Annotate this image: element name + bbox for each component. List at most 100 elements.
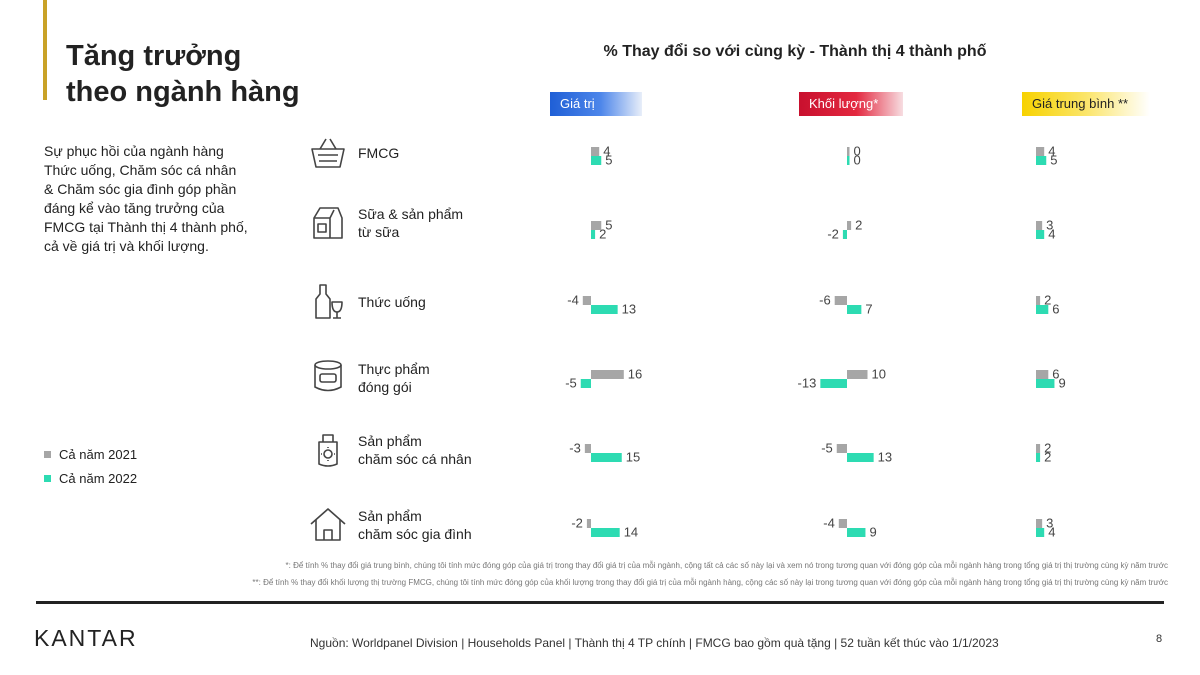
- data-label-panel2-series1-cat2: 6: [1052, 302, 1059, 317]
- bar-panel2-series0-cat0: [1036, 147, 1045, 156]
- data-label-panel2-series1-cat4: 2: [1044, 450, 1051, 465]
- bar-panel0-series1-cat1: [591, 230, 596, 239]
- legend-item-2022: Cả năm 2022: [44, 466, 137, 490]
- can-icon: [314, 360, 342, 392]
- bar-panel2-series0-cat2: [1036, 296, 1041, 305]
- data-label-panel0-series1-cat5: 14: [624, 525, 638, 540]
- category-label-line: Sản phẩm: [358, 508, 422, 524]
- data-label-panel2-series1-cat3: 9: [1058, 376, 1065, 391]
- bar-panel1-series0-cat2: [834, 296, 847, 305]
- data-label-panel2-series0-cat5: 3: [1046, 516, 1053, 531]
- bar-panel1-series0-cat4: [836, 444, 847, 453]
- legend-label-2021: Cả năm 2021: [59, 446, 138, 462]
- basket-icon: [311, 138, 345, 168]
- page-title: Tăng trưởng theo ngành hàng: [66, 38, 300, 110]
- bar-panel2-series0-cat1: [1036, 221, 1043, 230]
- data-label-panel0-series0-cat1: 5: [605, 218, 612, 233]
- bar-panel0-series1-cat5: [591, 528, 620, 537]
- category-label-line: từ sữa: [358, 224, 400, 240]
- data-label-panel0-series0-cat3: 16: [628, 367, 642, 382]
- chart-legend: Cả năm 2021 Cả năm 2022: [44, 442, 137, 490]
- house-icon: [310, 508, 346, 541]
- lotion-tube-icon: [318, 434, 338, 467]
- bar-panel0-series0-cat5: [586, 519, 591, 528]
- category-label-line: FMCG: [358, 145, 400, 161]
- bar-panel0-series0-cat0: [591, 147, 600, 156]
- legend-item-2021: Cả năm 2021: [44, 442, 137, 466]
- footnote-volume: **: Để tính % thay đổi khối lượng thị tr…: [252, 578, 1168, 587]
- data-label-panel0-series0-cat5: -2: [571, 516, 583, 531]
- category-label-line: Thức uống: [358, 294, 426, 310]
- category-label-line: Sản phẩm: [358, 433, 422, 449]
- category-label-home-care: Sản phẩm chăm sóc gia đình: [358, 507, 472, 543]
- kantar-logo: KANTAR: [34, 625, 138, 651]
- data-label-panel2-series1-cat1: 4: [1048, 227, 1055, 242]
- data-label-panel0-series1-cat0: 5: [605, 153, 612, 168]
- data-label-panel1-series0-cat4: -5: [821, 441, 833, 456]
- bar-panel1-series0-cat5: [838, 519, 847, 528]
- data-label-panel1-series0-cat5: -4: [823, 516, 835, 531]
- data-label-panel2-series0-cat0: 4: [1048, 144, 1055, 159]
- data-label-panel0-series1-cat1: 2: [599, 227, 606, 242]
- bar-panel0-series1-cat3: [580, 379, 591, 388]
- bar-panel2-series0-cat3: [1036, 370, 1049, 379]
- bar-panel1-series0-cat1: [847, 221, 852, 230]
- panel-header-value: Giá trị: [550, 92, 642, 116]
- source-note: Nguồn: Worldpanel Division | Households …: [310, 636, 999, 650]
- bar-panel2-series1-cat3: [1036, 379, 1055, 388]
- bottle-glass-icon: [315, 284, 343, 319]
- category-label-dairy: Sữa & sản phẩm từ sữa: [358, 205, 463, 241]
- data-label-panel1-series1-cat2: 7: [865, 302, 872, 317]
- data-label-panel2-series1-cat0: 5: [1050, 153, 1057, 168]
- title-accent-bar: [43, 0, 47, 100]
- legend-swatch-2021: [44, 450, 51, 458]
- data-label-panel2-series0-cat1: 3: [1046, 218, 1053, 233]
- milk-carton-icon: [313, 207, 343, 239]
- data-label-panel1-series1-cat5: 9: [869, 525, 876, 540]
- bar-panel0-series1-cat2: [591, 305, 618, 314]
- category-label-line: đóng gói: [358, 379, 412, 395]
- category-label-line: chăm sóc gia đình: [358, 526, 472, 542]
- data-label-panel1-series0-cat2: -6: [819, 293, 831, 308]
- data-label-panel1-series1-cat1: -2: [827, 227, 839, 242]
- bar-panel0-series1-cat4: [591, 453, 622, 462]
- data-label-panel1-series1-cat0: 0: [854, 153, 861, 168]
- bar-panel2-series1-cat0: [1036, 156, 1047, 165]
- bar-panel1-series1-cat1: [842, 230, 847, 239]
- bar-panel1-series1-cat5: [847, 528, 866, 537]
- bar-panel0-series0-cat2: [582, 296, 591, 305]
- bar-panel0-series0-cat4: [584, 444, 591, 453]
- data-label-panel0-series1-cat3: -5: [565, 376, 577, 391]
- category-label-line: Sữa & sản phẩm: [358, 206, 464, 222]
- data-label-panel1-series0-cat1: 2: [855, 218, 862, 233]
- bar-panel1-series1-cat0: [847, 156, 850, 165]
- panel-header-volume: Khối lượng*: [799, 92, 903, 116]
- bar-panel1-series1-cat4: [847, 453, 874, 462]
- data-label-panel1-series1-cat4: 13: [878, 450, 892, 465]
- legend-swatch-2022: [44, 474, 51, 482]
- data-label-panel2-series0-cat4: 2: [1044, 441, 1051, 456]
- data-label-panel2-series0-cat3: 6: [1052, 367, 1059, 382]
- data-label-panel0-series1-cat2: 13: [622, 302, 636, 317]
- data-label-panel0-series0-cat4: -3: [569, 441, 581, 456]
- bar-panel1-series0-cat0: [847, 147, 850, 156]
- category-label-beverages: Thức uống: [358, 293, 426, 311]
- category-label-fmcg: FMCG: [358, 144, 399, 162]
- bar-panel0-series1-cat0: [591, 156, 602, 165]
- bar-panel0-series0-cat1: [591, 221, 602, 230]
- data-label-panel0-series1-cat4: 15: [626, 450, 640, 465]
- category-label-line: chăm sóc cá nhân: [358, 451, 472, 467]
- category-label-personal-care: Sản phẩm chăm sóc cá nhân: [358, 432, 472, 468]
- data-label-panel0-series0-cat0: 4: [603, 144, 610, 159]
- bar-panel0-series0-cat3: [591, 370, 624, 379]
- description-text: Sự phục hồi của ngành hàng Thức uống, Ch…: [44, 143, 248, 254]
- data-label-panel1-series0-cat3: 10: [872, 367, 886, 382]
- footnote-avg-price: *: Để tính % thay đổi giá trung bình, ch…: [285, 561, 1168, 570]
- page-number: 8: [1156, 633, 1163, 645]
- bar-panel2-series1-cat2: [1036, 305, 1049, 314]
- page-title-line-1: Tăng trưởng: [66, 40, 242, 72]
- bar-panel1-series0-cat3: [847, 370, 868, 379]
- page-title-line-2: theo ngành hàng: [66, 76, 300, 108]
- bar-panel2-series1-cat4: [1036, 453, 1041, 462]
